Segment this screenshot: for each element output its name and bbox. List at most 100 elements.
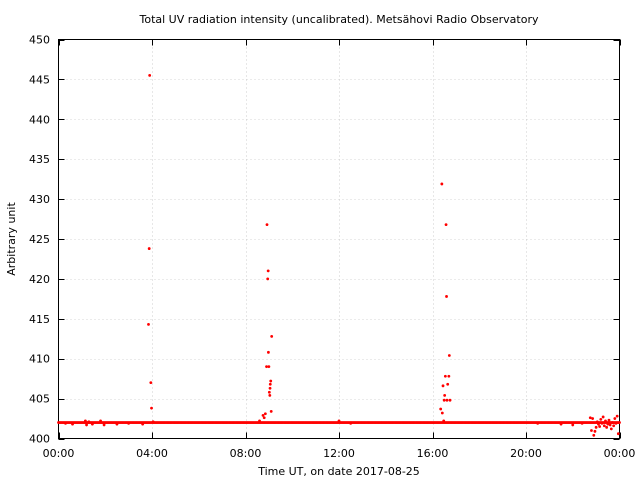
data-point — [266, 269, 270, 273]
data-point — [141, 422, 145, 426]
data-point — [269, 409, 273, 413]
data-point — [591, 417, 595, 420]
y-tick-label: 415 — [29, 313, 50, 326]
data-point — [442, 419, 446, 423]
data-point — [444, 223, 448, 227]
data-point — [443, 394, 447, 397]
data-point — [447, 374, 451, 378]
data-point — [90, 422, 94, 426]
data-point — [337, 419, 341, 423]
data-point — [150, 406, 153, 410]
data-point — [147, 247, 151, 250]
data-point — [594, 425, 598, 429]
data-point — [268, 394, 272, 397]
data-point — [593, 429, 597, 433]
data-point — [149, 381, 153, 385]
y-tick-label: 400 — [29, 433, 50, 446]
data-point — [266, 277, 270, 281]
data-point — [147, 322, 150, 326]
chart-title: Total UV radiation intensity (uncalibrat… — [139, 13, 539, 26]
x-tick-label: 16:00 — [417, 447, 449, 460]
data-point — [268, 382, 272, 386]
y-tick-label: 420 — [29, 273, 50, 286]
data-point — [599, 417, 603, 421]
grid-lines — [58, 39, 620, 439]
plot-area-frame — [58, 39, 620, 439]
data-point — [148, 74, 152, 77]
data-point — [265, 223, 269, 227]
data-point — [258, 419, 261, 423]
data-point — [269, 379, 273, 383]
data-point — [595, 420, 599, 424]
data-point — [102, 423, 106, 427]
data-point — [440, 182, 444, 186]
data-point — [615, 414, 619, 418]
axis-ticks — [58, 39, 621, 440]
data-point — [590, 429, 593, 432]
data-point — [99, 419, 102, 423]
data-point — [442, 398, 446, 402]
data-point — [267, 350, 270, 354]
data-point — [592, 433, 596, 437]
y-tick-label: 440 — [29, 113, 50, 126]
x-tick-labels: 00:00 04:00 08:00 12:00 16:00 20:00 00:00 — [43, 447, 636, 460]
data-point — [127, 421, 131, 425]
y-tick-label: 405 — [29, 393, 50, 406]
y-tick-label: 450 — [29, 34, 50, 47]
data-point — [604, 419, 607, 423]
data-point — [559, 422, 563, 426]
data-point — [439, 407, 443, 411]
data-point — [83, 419, 87, 423]
data-point — [443, 374, 447, 378]
y-tick-labels: 400 405 410 415 420 425 430 435 440 445 450 — [29, 34, 50, 446]
x-tick-label: 08:00 — [230, 447, 262, 460]
data-point — [265, 365, 268, 369]
x-tick-label: 12:00 — [323, 447, 355, 460]
data-point — [600, 421, 604, 425]
baseline-point — [618, 421, 621, 424]
data-point — [614, 421, 618, 425]
data-point — [71, 422, 74, 426]
data-point — [151, 420, 155, 424]
y-tick-label: 410 — [29, 353, 50, 366]
data-point — [349, 421, 353, 425]
y-tick-label: 425 — [29, 233, 50, 246]
y-axis-label: Arbitrary unit — [5, 202, 18, 276]
data-point — [441, 384, 445, 388]
data-point — [447, 354, 451, 357]
data-point — [597, 422, 600, 426]
x-tick-label: 20:00 — [510, 447, 542, 460]
y-tick-label: 435 — [29, 153, 50, 166]
x-axis-label: Time UT, on date 2017-08-25 — [257, 465, 420, 478]
data-point — [446, 382, 450, 386]
data-point — [270, 334, 274, 338]
data-point — [85, 423, 88, 427]
data-point — [87, 420, 91, 424]
data-point — [267, 390, 271, 394]
data-point — [602, 424, 606, 428]
data-point — [445, 398, 449, 402]
data-point — [613, 417, 617, 420]
data-point — [448, 398, 452, 402]
data-point — [598, 425, 602, 428]
data-point — [606, 422, 610, 426]
data-point — [611, 421, 614, 424]
data-point — [261, 413, 265, 417]
data-points — [64, 74, 620, 437]
y-tick-label: 430 — [29, 193, 50, 206]
data-point — [536, 421, 540, 425]
data-point — [616, 432, 620, 436]
data-point — [605, 425, 609, 429]
data-point — [262, 416, 266, 420]
data-point — [115, 422, 119, 426]
data-point — [440, 411, 444, 415]
data-point — [445, 295, 448, 298]
data-point — [608, 423, 612, 427]
data-point — [571, 423, 575, 427]
data-point — [268, 386, 272, 390]
data-point — [64, 421, 67, 425]
data-point — [263, 412, 267, 416]
x-tick-label: 00:00 — [604, 447, 636, 460]
data-point — [601, 415, 605, 419]
